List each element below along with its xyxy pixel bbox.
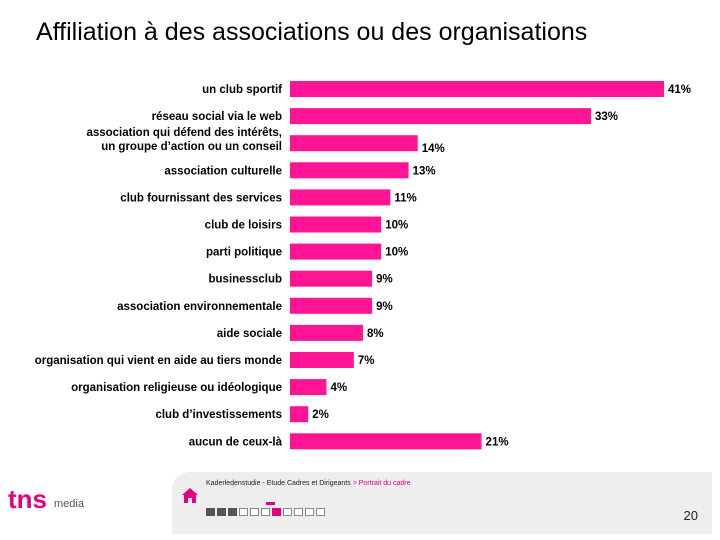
category-label: organisation religieuse ou idéologique [71, 382, 282, 394]
nav-square[interactable] [228, 508, 237, 516]
data-label: 10% [385, 220, 408, 232]
data-label: 41% [668, 84, 691, 96]
data-label: 7% [358, 355, 375, 367]
slide-navigation [206, 508, 325, 516]
data-label: 33% [595, 111, 618, 123]
bar [290, 189, 391, 206]
data-label: 21% [486, 436, 509, 448]
bar [290, 297, 373, 314]
bar [290, 406, 309, 423]
bar [290, 270, 373, 287]
category-label: businessclub [209, 274, 283, 286]
nav-square[interactable] [239, 508, 248, 516]
data-label: 14% [422, 143, 445, 155]
nav-square[interactable] [294, 508, 303, 516]
bar [290, 216, 382, 233]
bar [290, 135, 418, 152]
nav-indicator [266, 502, 275, 505]
home-icon[interactable] [181, 487, 199, 504]
nav-square[interactable] [217, 508, 226, 516]
bar-chart: 41% un club sportif 33% réseau social via l… [35, 81, 691, 450]
logo-sub: media [54, 498, 85, 510]
data-label: 13% [413, 165, 436, 177]
data-label: 4% [330, 382, 347, 394]
source-text: Kaderledenstudie - Etude Cadres et Dirig… [206, 480, 351, 487]
data-label: 2% [312, 409, 329, 421]
category-label: association qui défend des intérêts, [86, 127, 282, 139]
nav-square[interactable] [283, 508, 292, 516]
nav-square-active[interactable] [272, 508, 281, 516]
data-label: 10% [385, 247, 408, 259]
category-label: un club sportif [202, 84, 282, 96]
data-label: 8% [367, 328, 384, 340]
data-label: 9% [376, 301, 393, 313]
logo-brand: tns [8, 484, 47, 514]
category-label: aide sociale [217, 328, 282, 340]
page-title: Affiliation à des associations ou des or… [36, 18, 588, 46]
footer-caption: Kaderledenstudie - Etude Cadres et Dirig… [206, 480, 411, 487]
category-label: club d’investissements [155, 409, 282, 421]
section-link[interactable]: Portrait du cadre [358, 480, 411, 487]
bar [290, 324, 363, 341]
data-label: 9% [376, 274, 393, 286]
category-label: club de loisirs [205, 220, 282, 232]
breadcrumb-separator: > [350, 480, 359, 487]
page-number: 20 [683, 508, 698, 523]
data-label: 11% [394, 192, 416, 204]
bar [290, 379, 327, 396]
bar [290, 81, 664, 97]
nav-square[interactable] [261, 508, 270, 516]
bar [290, 243, 382, 260]
category-label: association culturelle [164, 165, 282, 177]
nav-square[interactable] [305, 508, 314, 516]
nav-square[interactable] [250, 508, 259, 516]
bar [290, 433, 482, 450]
category-label: association environnementale [117, 301, 282, 313]
category-label: réseau social via le web [152, 111, 282, 123]
bar [290, 162, 409, 179]
bar [290, 108, 592, 125]
bar [290, 352, 354, 368]
category-label: organisation qui vient en aide au tiers … [35, 355, 282, 367]
category-label: un groupe d’action ou un conseil [101, 141, 282, 153]
nav-square[interactable] [316, 508, 325, 516]
category-label: club fournissant des services [120, 192, 282, 204]
category-label: aucun de ceux-là [189, 436, 283, 448]
tns-media-logo: tns media [8, 484, 85, 514]
category-label: parti politique [206, 247, 282, 259]
footer-panel: Kaderledenstudie - Etude Cadres et Dirig… [172, 472, 712, 534]
nav-square[interactable] [206, 508, 215, 516]
